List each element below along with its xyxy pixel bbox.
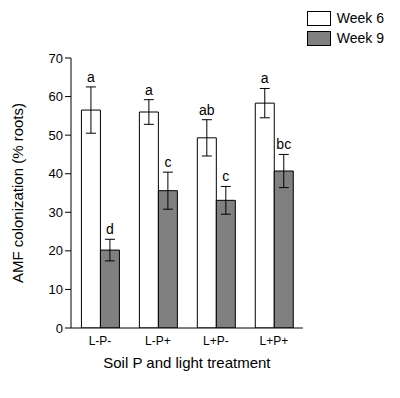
- svg-text:L+P+: L+P+: [259, 334, 288, 348]
- html-text:Week 6: Week 6: [336, 10, 384, 26]
- svg-text:ab: ab: [199, 102, 215, 118]
- svg-text:d: d: [106, 221, 114, 237]
- svg-text:30: 30: [49, 205, 63, 220]
- svg-text:c: c: [222, 168, 229, 184]
- svg-text:0: 0: [56, 321, 63, 336]
- svg-text:L-P-: L-P-: [89, 334, 112, 348]
- svg-text:a: a: [145, 82, 153, 98]
- svg-text:60: 60: [49, 89, 63, 104]
- svg-text:AMF colonization (% roots): AMF colonization (% roots): [9, 103, 26, 283]
- svg-text:70: 70: [49, 51, 63, 66]
- svg-text:L-P+: L-P+: [145, 334, 171, 348]
- svg-text:a: a: [261, 70, 269, 86]
- html-text:Week 9: Week 9: [336, 30, 384, 46]
- svg-text:bc: bc: [276, 136, 291, 152]
- svg-text:L+P-: L+P-: [203, 334, 229, 348]
- svg-text:10: 10: [49, 282, 63, 297]
- svg-text:a: a: [87, 69, 95, 85]
- svg-text:Soil P and light treatment: Soil P and light treatment: [103, 354, 271, 371]
- svg-text:c: c: [164, 154, 171, 170]
- svg-text:40: 40: [49, 166, 63, 181]
- svg-text:20: 20: [49, 243, 63, 258]
- svg-text:50: 50: [49, 128, 63, 143]
